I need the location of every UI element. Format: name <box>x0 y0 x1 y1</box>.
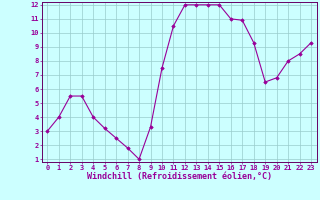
X-axis label: Windchill (Refroidissement éolien,°C): Windchill (Refroidissement éolien,°C) <box>87 172 272 181</box>
